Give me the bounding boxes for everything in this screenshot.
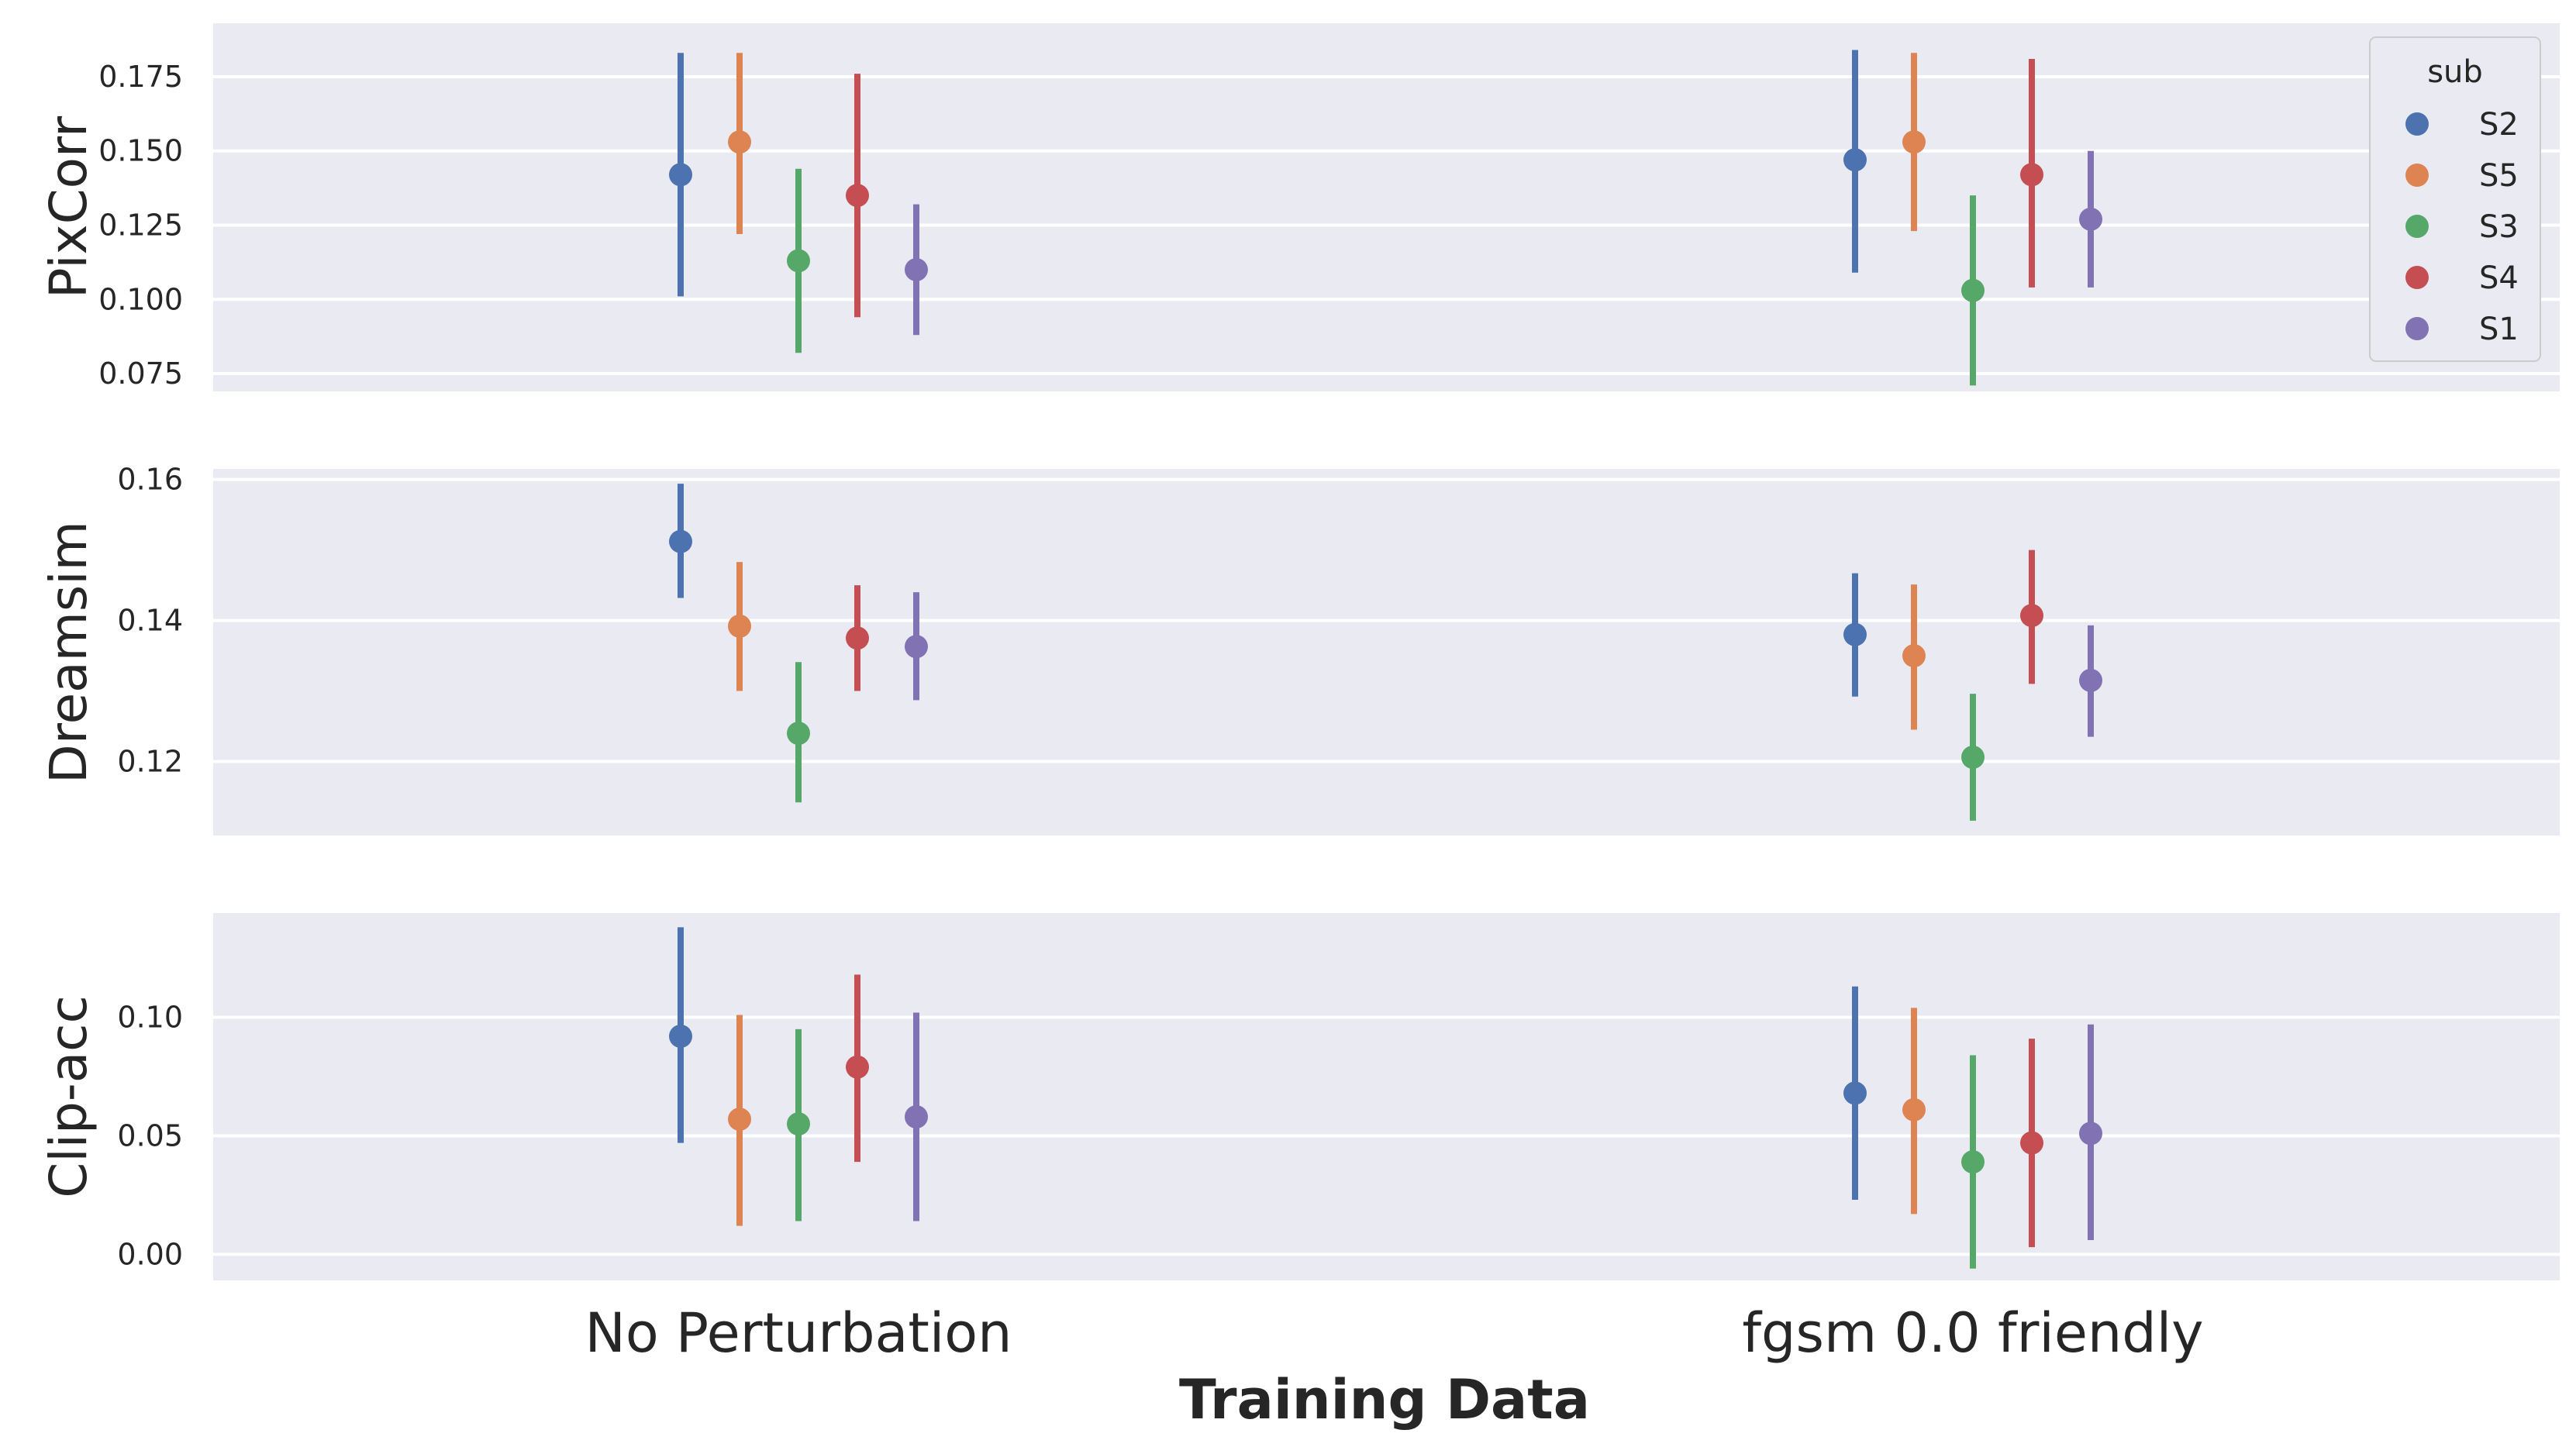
legend-marker-s3 <box>2405 215 2429 238</box>
point-s1-fgsm-0-0-friendly <box>2079 668 2102 692</box>
y-tick-label: 0.00 <box>117 1237 183 1271</box>
legend-entries: S2 S5 S3 S4 S1 <box>2405 107 2519 347</box>
point-s5-no-perturbation <box>728 614 751 638</box>
point-s1-no-perturbation <box>905 257 928 281</box>
point-s4-fgsm-0-0-friendly <box>2020 604 2043 628</box>
point-s2-fgsm-0-0-friendly <box>1843 622 1867 646</box>
point-s1-no-perturbation <box>905 1104 928 1128</box>
y-tick-label: 0.16 <box>117 463 183 497</box>
point-s5-fgsm-0-0-friendly <box>1902 644 1926 668</box>
y-tick-label: 0.100 <box>98 282 183 316</box>
data-marks <box>669 484 2102 821</box>
panel-pixcorr: 0.075 0.100 0.125 0.150 0.175 PixCorr <box>39 23 2560 391</box>
point-s5-no-perturbation <box>728 130 751 154</box>
point-s4-no-perturbation <box>846 184 869 208</box>
grid-lines <box>213 477 2560 763</box>
point-s4-no-perturbation <box>846 626 869 650</box>
y-axis-label: PixCorr <box>39 115 98 298</box>
point-s2-fgsm-0-0-friendly <box>1843 148 1867 172</box>
point-s4-no-perturbation <box>846 1055 869 1079</box>
legend-label-s2: S2 <box>2479 107 2519 143</box>
y-tick-label: 0.05 <box>117 1118 183 1153</box>
legend-marker-s2 <box>2405 112 2429 136</box>
y-ticks: 0.075 0.100 0.125 0.150 0.175 <box>98 60 183 391</box>
y-axis-label: Clip-acc <box>39 995 98 1198</box>
legend-label-s1: S1 <box>2479 312 2519 347</box>
legend-marker-s5 <box>2405 164 2429 187</box>
legend-marker-s1 <box>2405 317 2429 340</box>
grid-lines <box>213 74 2560 376</box>
x-axis-label: Training Data <box>1179 1368 1590 1432</box>
grid-lines <box>213 1015 2560 1256</box>
point-s1-no-perturbation <box>905 635 928 659</box>
panel-background <box>213 913 2560 1280</box>
panel-clip-acc: 0.00 0.05 0.10 Clip-acc <box>39 913 2560 1280</box>
point-s2-no-perturbation <box>669 529 692 553</box>
point-s3-fgsm-0-0-friendly <box>1961 746 1985 770</box>
panel-background <box>213 469 2560 836</box>
point-s2-no-perturbation <box>669 1025 692 1049</box>
point-s5-fgsm-0-0-friendly <box>1902 1097 1926 1122</box>
legend-title: sub <box>2427 54 2483 90</box>
point-s2-fgsm-0-0-friendly <box>1843 1081 1867 1105</box>
point-s2-no-perturbation <box>669 163 692 187</box>
point-s5-fgsm-0-0-friendly <box>1902 130 1926 154</box>
legend-marker-s4 <box>2405 266 2429 289</box>
panel-background <box>213 23 2560 391</box>
point-s1-fgsm-0-0-friendly <box>2079 207 2102 231</box>
legend-label-s4: S4 <box>2479 260 2519 296</box>
point-s3-no-perturbation <box>787 1112 810 1136</box>
x-tick-label-fgsm-friendly: fgsm 0.0 friendly <box>1742 1301 2203 1365</box>
y-axis-label: Dreamsim <box>39 521 98 784</box>
point-s1-fgsm-0-0-friendly <box>2079 1122 2102 1146</box>
point-s3-fgsm-0-0-friendly <box>1961 278 1985 302</box>
point-s3-no-perturbation <box>787 249 810 273</box>
y-tick-label: 0.14 <box>117 604 183 638</box>
point-s4-fgsm-0-0-friendly <box>2020 163 2043 187</box>
legend-label-s3: S3 <box>2479 209 2519 245</box>
data-marks <box>669 50 2102 386</box>
y-tick-label: 0.12 <box>117 744 183 778</box>
point-s3-fgsm-0-0-friendly <box>1961 1150 1985 1174</box>
y-tick-label: 0.175 <box>98 60 183 94</box>
panel-dreamsim: 0.12 0.14 0.16 Dreamsim <box>39 463 2560 836</box>
data-marks <box>669 927 2102 1269</box>
legend-label-s5: S5 <box>2479 158 2519 194</box>
x-tick-label-no-perturbation: No Perturbation <box>585 1301 1012 1365</box>
legend: sub S2 S5 S3 S4 S1 <box>2369 36 2541 362</box>
y-tick-label: 0.125 <box>98 208 183 242</box>
y-ticks: 0.12 0.14 0.16 <box>117 463 183 779</box>
y-tick-label: 0.075 <box>98 357 183 391</box>
y-ticks: 0.00 0.05 0.10 <box>117 1001 183 1272</box>
point-s5-no-perturbation <box>728 1108 751 1132</box>
y-tick-label: 0.150 <box>98 134 183 168</box>
y-tick-label: 0.10 <box>117 1001 183 1035</box>
point-s4-fgsm-0-0-friendly <box>2020 1131 2043 1155</box>
point-s3-no-perturbation <box>787 722 810 746</box>
